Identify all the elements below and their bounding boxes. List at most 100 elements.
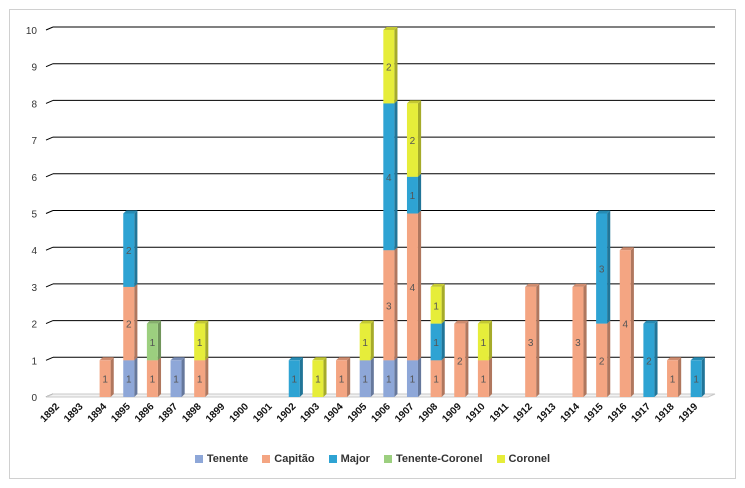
data-label: 3 [599,265,605,276]
bar-side [488,320,493,361]
legend-item: Tenente-Coronel [383,453,483,465]
bar-side [678,357,682,397]
data-label: 4 [386,173,392,184]
bar-side [370,357,374,397]
bar-segment [383,250,395,361]
x-tick-label: 1904 [322,401,346,425]
bar-segment [619,250,631,397]
x-tick-label: 1893 [62,401,86,425]
gridline-depth [45,99,54,104]
bar-side [157,357,162,397]
x-tick-label: 1895 [109,401,133,425]
bar-segment [477,360,489,397]
bar-segment [454,323,466,397]
bar-segment [123,286,135,361]
x-tick-label: 1897 [157,401,181,425]
bar-top [288,357,303,361]
bar-segment [123,213,135,287]
legend-label: Major [340,453,370,465]
bar-top [643,320,658,324]
bar-segment [667,360,679,397]
gridline-depth [45,210,54,214]
bar-side [205,357,209,397]
bar-top [99,357,114,361]
gridline-depth [45,26,54,31]
legend-swatch [262,455,271,463]
y-tick-label: 4 [31,246,37,257]
bar-top [336,357,351,361]
bar-segment [430,360,442,397]
x-tick-label: 1894 [86,401,110,425]
bar-side [134,357,138,397]
bar-side [536,283,540,397]
legend-label: Coronel [508,453,551,465]
x-tick-label: 1898 [180,401,204,425]
bar-segment [123,360,135,397]
bar-top [383,27,398,30]
gridline-depth [45,246,54,251]
bar-segment [170,360,182,397]
data-label: 4 [410,283,416,294]
x-tick-label: 1914 [559,401,583,425]
y-tick-label: 2 [31,320,37,331]
bar-side [417,210,422,361]
x-tick-label: 1916 [606,401,630,425]
x-tick-label: 1900 [228,401,252,425]
gridline-depth [45,63,54,68]
bar-side [134,283,138,361]
data-label: 1 [197,338,203,349]
floor [45,393,716,398]
legend-label: Tenente [206,453,249,465]
data-label: 1 [433,375,439,386]
bar-segment [383,30,395,104]
data-label: 1 [197,375,203,386]
bar-side [441,357,445,397]
bar-side [630,247,634,397]
legend-item: Major [328,453,370,465]
data-label: 1 [670,375,676,386]
bar-top [667,357,682,361]
data-label: 1 [339,375,345,386]
bar-side [394,27,398,104]
bar-segment [690,360,702,397]
bar-segment [596,323,608,397]
data-label: 1 [693,375,699,386]
data-label: 1 [481,375,487,386]
x-tick-label: 1913 [535,401,559,425]
bar-segment [572,286,584,397]
bar-top [359,320,374,324]
data-label: 1 [291,375,297,386]
bar-top [312,357,327,361]
y-tick-label: 5 [31,210,37,221]
gridline-depth [45,283,54,288]
y-tick-label: 7 [31,136,37,147]
gridline-depth [45,320,54,325]
bar-side [110,357,114,397]
x-tick-label: 1901 [251,401,275,425]
legend: Tenente Capitão Major Tenente-Coronel Corone… [0,453,745,465]
bar-segment [194,360,206,397]
data-label: 1 [315,375,321,386]
gridline-depth [45,173,54,178]
legend-label: Tenente-Coronel [395,453,483,465]
bar-segment [406,103,418,177]
x-tick-label: 1899 [204,401,228,425]
bar-side [607,210,611,324]
bar-segment [336,360,348,397]
y-tick-label: 10 [26,26,38,37]
bar-segment [146,323,158,361]
bar-side [205,320,209,361]
bar-top [170,357,185,361]
bar-segment [406,176,418,214]
y-tick-label: 9 [31,63,37,74]
x-tick-label: 1912 [511,401,535,425]
bar-side [394,100,398,251]
bar-side [157,320,162,361]
data-label: 1 [410,375,416,386]
bar-side [441,320,445,361]
bar-top [430,283,445,287]
legend-label: Capitão [274,453,315,465]
x-tick-label: 1908 [417,401,441,425]
data-label: 1 [173,375,179,386]
